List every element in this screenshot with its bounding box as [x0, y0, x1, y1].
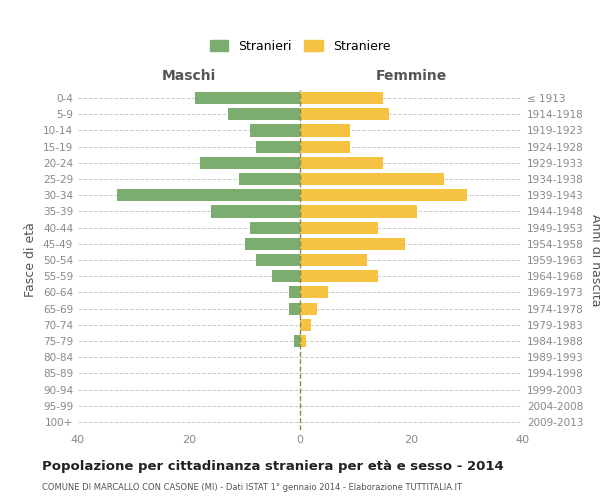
Bar: [300, 222, 378, 234]
Bar: [300, 254, 367, 266]
Bar: [250, 124, 300, 136]
Bar: [300, 173, 444, 185]
Text: Maschi: Maschi: [162, 69, 216, 83]
Bar: [300, 302, 317, 314]
Text: Popolazione per cittadinanza straniera per età e sesso - 2014: Popolazione per cittadinanza straniera p…: [42, 460, 504, 473]
Bar: [300, 286, 328, 298]
Bar: [256, 140, 300, 152]
Bar: [194, 92, 300, 104]
Text: Femmine: Femmine: [376, 69, 446, 83]
Bar: [300, 206, 416, 218]
Bar: [256, 254, 300, 266]
Bar: [228, 108, 300, 120]
Bar: [300, 140, 350, 152]
Bar: [295, 335, 300, 347]
Bar: [272, 270, 300, 282]
Y-axis label: Fasce di età: Fasce di età: [25, 222, 37, 298]
Bar: [300, 335, 305, 347]
Bar: [245, 238, 300, 250]
Bar: [300, 270, 378, 282]
Bar: [211, 206, 300, 218]
Bar: [289, 286, 300, 298]
Bar: [250, 222, 300, 234]
Bar: [300, 238, 406, 250]
Legend: Stranieri, Straniere: Stranieri, Straniere: [205, 35, 395, 58]
Bar: [289, 302, 300, 314]
Bar: [300, 108, 389, 120]
Bar: [300, 92, 383, 104]
Bar: [239, 173, 300, 185]
Bar: [300, 124, 350, 136]
Bar: [300, 189, 467, 202]
Bar: [300, 157, 383, 169]
Text: COMUNE DI MARCALLO CON CASONE (MI) - Dati ISTAT 1° gennaio 2014 - Elaborazione T: COMUNE DI MARCALLO CON CASONE (MI) - Dat…: [42, 483, 462, 492]
Bar: [200, 157, 300, 169]
Bar: [300, 318, 311, 331]
Y-axis label: Anni di nascita: Anni di nascita: [589, 214, 600, 306]
Bar: [117, 189, 300, 202]
